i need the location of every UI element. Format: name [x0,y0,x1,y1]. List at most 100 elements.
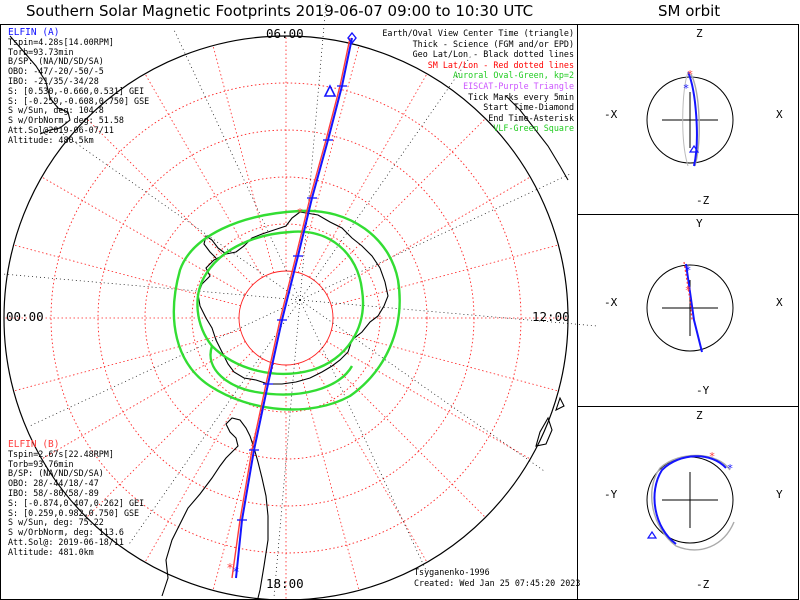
geo-longitude-line [1,273,301,301]
legend-item: Earth/Oval View Center Time (triangle) [382,28,574,38]
orbit3-label-top: Z [696,409,703,422]
orbit-plot-xz: * * [646,68,734,167]
geo-longitude-line [299,299,428,573]
orbit2-label-left: -X [604,296,618,309]
elfin-a-track [235,37,353,579]
elfin-a-line: IBO: -21/35/-34/28 [8,75,99,86]
sm-latitude-circle [191,223,381,413]
geo-longitude-line [299,172,573,301]
geo-longitude-line [54,127,301,301]
auroral-oval-outer [172,209,401,411]
orbit1-label-right: X [776,108,783,121]
sm-longitude-line [144,358,263,563]
sm-longitude-line [41,341,246,460]
created-timestamp: Created: Wed Jan 25 07:45:20 2023 [414,578,581,588]
sm-longitude-line [13,244,241,307]
elfin-a-line: Torb=93.73min [8,46,74,57]
sm-longitude-line [212,45,275,273]
mlt-label-left: 00:00 [6,309,44,324]
orbit-plot-yz: * * [646,450,735,551]
geo-longitude-line [273,299,301,599]
elfin-b-line: Altitude: 481.0km [8,546,94,557]
elfin-b-end-asterisk: * [227,561,233,575]
mlt-label-top: 06:00 [266,26,304,41]
credit-text: Tsyganenko-1996 [414,567,490,577]
antarctic-peninsula [203,235,227,259]
elfin-b-line: Torb=93.76min [8,458,74,469]
sm-latitude-circle [144,176,428,460]
elfin-a-line: Tspin=4.28s[14.00RPM] [8,36,114,47]
orbit1-label-left: -X [604,108,618,121]
svg-text:*: * [685,264,692,277]
sm-latitude-circle [238,270,334,366]
antarctica-coastline [197,211,389,385]
elfin-b-line: IBO: 58/-80/58/-89 [8,487,99,498]
legend-item: Auroral Oval-Green, kp=2 [452,70,574,81]
elfin-b-line: Tspin=2.67s[22.48RPM] [8,448,114,459]
elfin-b-line: B/SP: (NA/ND/SD/SA) [8,468,104,479]
orbit1-label-bottom: -Z [696,194,710,207]
svg-text:*: * [727,462,734,475]
orbit3-label-bottom: -Z [696,578,710,591]
elfin-b-info: ELFIN (B) Tspin=2.67s[22.48RPM] Torb=93.… [8,440,144,558]
elfin-a-line: S: [-0.259,-0.608,0.750] GSE [8,95,150,106]
orbit2-label-bottom: -Y [696,384,710,397]
elfin-b-line: OBO: 28/-44/18/-47 [8,478,99,489]
south-america-coastline [161,417,269,599]
australia-coastline [505,95,569,181]
legend: Earth/Oval View Center Time (triangle) T… [382,28,574,134]
elfin-a-line: B/SP: (NA/ND/SD/SA) [8,56,104,67]
elfin-b-line: S: [-0.874,0.407,0.262] GEI [8,497,145,508]
orbit-frame-xy [577,214,799,407]
mlt-label-bottom: 18:00 [266,576,304,591]
svg-text:*: * [685,284,692,297]
geo-longitude-line [127,299,301,546]
orbit2-label-right: X [776,296,783,309]
sm-longitude-line [318,350,486,518]
sm-longitude-line [41,176,246,295]
orbit3-label-left: -Y [604,488,618,501]
legend-item: Geo Lat/Lon - Black dotted lines [412,49,574,60]
orbit-plot-xy: * * [646,261,734,353]
map-boundary [3,35,569,600]
sm-longitude-line [318,118,486,286]
legend-item: Start Time-Diamond [483,102,574,113]
elfin-a-line: OBO: -47/-20/-50/-5 [8,66,104,77]
svg-text:*: * [683,82,690,95]
elfin-a-name: ELFIN (A) [8,27,60,38]
elfin-b-line: S w/Sun, deg: 75.22 [8,517,104,528]
svg-text:*: * [687,68,694,81]
auroral-oval-inner [196,230,365,376]
sm-longitude-line [326,176,531,295]
orbit1-label-top: Z [696,27,703,40]
elfin-b-line: S: [0.259,0.982,0.750] GSE [8,507,140,518]
orbit-frame-yz [577,406,799,600]
sm-longitude-line [309,358,428,563]
auroral-oval-mid [209,345,354,396]
polar-map: * * * [1,1,599,600]
geo-longitude-line [172,27,301,301]
elfin-b-name: ELFIN (B) [8,439,60,450]
elfin-a-start-diamond [347,31,357,45]
elfin-a-tick-marks [237,85,347,521]
elfin-a-line: Altitude: 480.5km [8,134,94,145]
orbit2-label-top: Y [696,217,703,230]
chart-title: Southern Solar Magnetic Footprints 2019-… [26,2,534,20]
elfin-a-line: S w/OrbNorm, deg: 51.58 [8,115,124,126]
legend-item: Thick - Science (FGM and/or EPD) [412,38,574,49]
africa-coastline [9,35,71,135]
elfin-a-info: ELFIN (A) Tspin=4.28s[14.00RPM] Torb=93.… [8,28,149,146]
legend-item: End Time-Asterisk [488,112,574,123]
geo-longitude-line [27,299,301,428]
sm-longitude-line [212,363,275,591]
elfin-a-end-asterisk: * [233,565,239,579]
new-zealand-coastline [535,396,565,447]
elfin-a-line: Att.Sol@2019-06-07/11 [8,124,114,135]
svg-text:*: * [709,450,716,463]
legend-item: VLF-Green Square [493,123,574,134]
elfin-a-line: S: [0.530,-0.660,0.531] GEI [8,85,145,96]
elfin-a-line: S w/Sun, deg: 104.8 [8,105,104,116]
sm-longitude-line [326,341,531,460]
elfin-b-mid-asterisk: * [297,206,303,219]
sm-grid [4,36,568,600]
